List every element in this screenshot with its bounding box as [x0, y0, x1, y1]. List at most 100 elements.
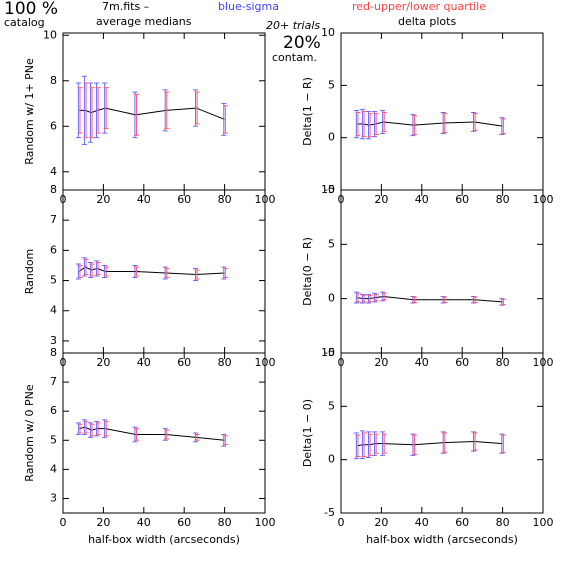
quartile-error-bar: [500, 298, 506, 306]
median-line: [79, 426, 225, 441]
sigma-error-bar: [365, 111, 371, 140]
contam-label: contam.: [272, 51, 317, 64]
quartile-error-bar: [222, 267, 228, 279]
trials-label: 20+ trials: [266, 19, 320, 32]
y-tick-label: 4: [50, 165, 57, 178]
x-tick-label: 80: [218, 356, 232, 369]
sigma-error-bar: [499, 298, 505, 306]
quartile-error-bar: [164, 429, 170, 440]
x-tick-label: 0: [60, 516, 67, 529]
x-tick-label: 40: [415, 356, 429, 369]
median-line: [78, 266, 225, 276]
sigma-error-bar: [353, 291, 359, 304]
quartile-error-bar: [367, 294, 373, 303]
y-axis-label: Random w/ 0 PNe: [23, 384, 36, 482]
quartile-error-bar: [442, 432, 448, 453]
sigma-error-bar: [102, 82, 108, 134]
y-tick-label: 7: [50, 375, 57, 388]
quartile-error-bar: [83, 258, 89, 276]
x-tick-label: 60: [177, 516, 191, 529]
quartile-error-bar: [134, 93, 140, 136]
sigma-error-bar: [359, 108, 365, 140]
median-line: [79, 107, 225, 120]
sigma-error-bar: [499, 433, 505, 454]
sigma-error-bar: [440, 431, 446, 454]
plot-frame: [62, 352, 266, 514]
sigma-error-bar: [353, 432, 359, 460]
sigma-error-bar: [221, 103, 227, 136]
x-tick-label: 100: [255, 516, 276, 529]
plot-frame: [62, 189, 266, 354]
sigma-error-bar: [102, 264, 108, 279]
x-tick-label: 40: [137, 193, 151, 206]
sigma-error-bar: [221, 266, 227, 280]
x-tick-label: 40: [415, 516, 429, 529]
quartile-error-bar: [500, 434, 506, 453]
x-tick-label: 80: [496, 516, 510, 529]
quartile-error-bar: [95, 422, 101, 435]
contam-percent: 20%: [283, 33, 321, 53]
x-tick-label: 80: [218, 516, 232, 529]
sigma-error-bar: [372, 431, 378, 456]
sigma-error-bar: [132, 91, 138, 139]
sigma-error-bar: [380, 109, 386, 134]
sigma-error-bar: [372, 111, 378, 138]
sigma-error-bar: [359, 430, 365, 460]
y-axis-label: Random: [23, 249, 36, 295]
y-tick-label: 6: [50, 119, 57, 132]
y-tick-label: 5: [50, 274, 57, 287]
sigma-error-bar: [471, 112, 477, 132]
y-tick-label: 5: [328, 399, 335, 412]
y-tick-label: 6: [50, 404, 57, 417]
catalog-label: catalog: [4, 16, 45, 29]
sigma-error-bar: [440, 295, 446, 304]
quartile-error-bar: [442, 113, 448, 133]
sigma-error-bar: [87, 422, 93, 438]
quartile-error-bar: [381, 112, 387, 132]
sigma-error-bar: [102, 419, 108, 438]
quartile-error-bar: [355, 434, 361, 457]
x-tick-label: 60: [177, 356, 191, 369]
catalog-percent: 100 %: [4, 0, 58, 19]
x-tick-label: 80: [218, 193, 232, 206]
y-tick-label: -5: [324, 183, 335, 196]
y-tick-label: 10: [321, 346, 335, 359]
quartile-error-bar: [355, 112, 361, 137]
x-tick-label: 20: [374, 356, 388, 369]
x-tick-label: 100: [533, 516, 554, 529]
quartile-error-bar: [472, 432, 478, 451]
x-axis-label: half-box width (arcseconds): [88, 533, 240, 546]
x-tick-label: 0: [338, 516, 345, 529]
quartile-error-bar: [194, 269, 200, 280]
quartile-key: red-upper/lower quartile: [352, 0, 486, 13]
quartile-error-bar: [95, 261, 101, 276]
quartile-error-bar: [373, 113, 379, 136]
quartile-error-bar: [194, 433, 200, 441]
file-name: 7m.fits –: [102, 0, 149, 13]
x-tick-label: 40: [137, 356, 151, 369]
sigma-error-bar: [193, 89, 199, 127]
quartile-error-bar: [472, 296, 478, 303]
x-tick-label: 40: [137, 516, 151, 529]
x-tick-label: 20: [374, 516, 388, 529]
sigma-error-bar: [365, 431, 371, 459]
quartile-error-bar: [103, 420, 109, 437]
quartile-error-bar: [77, 264, 83, 279]
y-tick-label: 10: [321, 183, 335, 196]
delta-label: delta plots: [398, 15, 456, 28]
y-tick-label: 4: [50, 304, 57, 317]
y-tick-label: 5: [50, 433, 57, 446]
y-axis-label: Delta(1 − 0): [301, 399, 314, 467]
x-tick-label: 60: [177, 193, 191, 206]
plot-frame: [340, 352, 544, 514]
sigma-error-bar: [75, 263, 81, 280]
quartile-error-bar: [412, 296, 418, 303]
quartile-error-bar: [83, 420, 89, 434]
sigma-error-bar: [81, 75, 87, 145]
median-line: [357, 441, 503, 447]
plot-frame: [340, 32, 544, 191]
y-tick-label: 10: [321, 26, 335, 39]
y-tick-label: 6: [50, 243, 57, 256]
x-tick-label: 20: [96, 356, 110, 369]
plot-frame: [340, 189, 544, 354]
